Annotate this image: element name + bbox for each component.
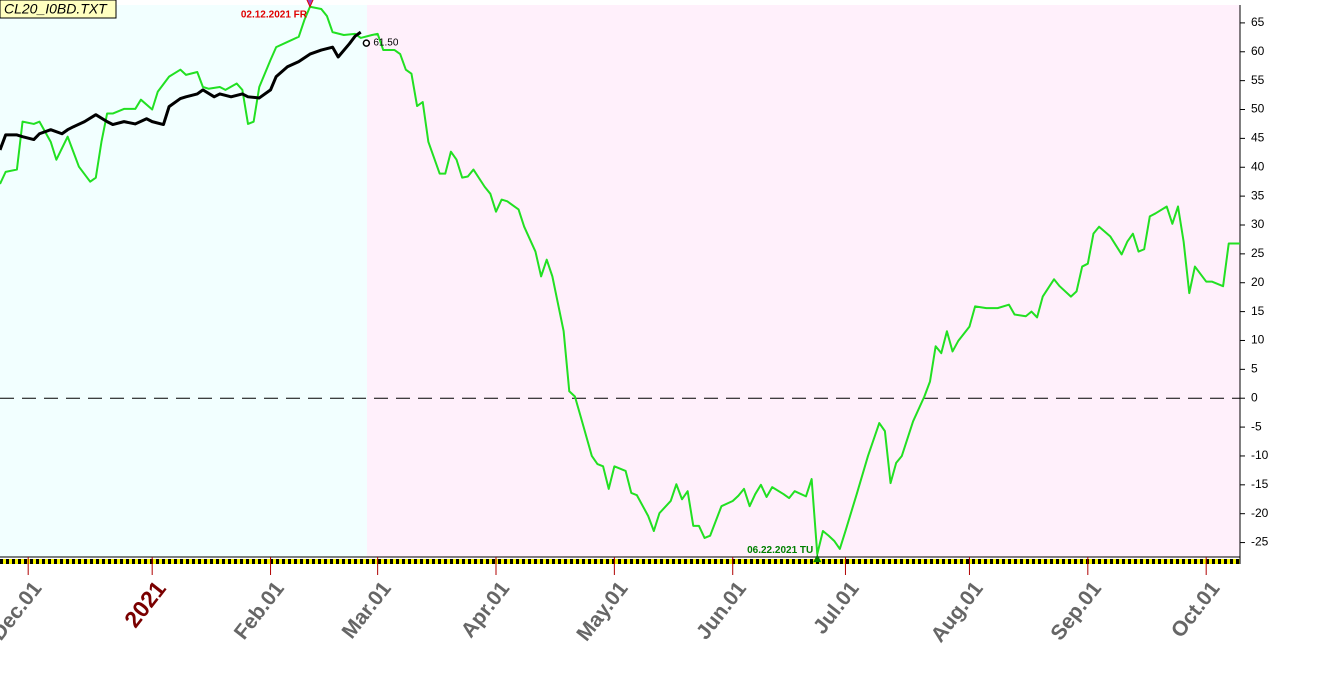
y-tick-label: 50 xyxy=(1251,102,1265,116)
annotation-label: 06.22.2021 TU xyxy=(747,545,813,556)
x-tick-label: Oct.01 xyxy=(1167,577,1225,642)
x-tick-label: 2021 xyxy=(119,576,171,632)
annotation-label: 02.12.2021 FR xyxy=(241,9,308,20)
x-tick-label: Jun.01 xyxy=(692,577,751,644)
y-tick-label: -10 xyxy=(1251,448,1269,462)
y-tick-label: -5 xyxy=(1251,419,1262,433)
y-tick-label: 20 xyxy=(1251,275,1265,289)
chart-title: CL20_I0BD.TXT xyxy=(4,1,108,17)
y-tick-label: 5 xyxy=(1251,362,1258,376)
annotation-marker xyxy=(306,0,314,8)
region-left xyxy=(0,5,367,557)
y-tick-label: -25 xyxy=(1251,535,1269,549)
title-box xyxy=(0,0,117,19)
x-tick-label: Feb.01 xyxy=(230,577,289,644)
annotation-marker xyxy=(813,554,822,563)
annotation-marker xyxy=(362,39,371,47)
y-tick-label: 25 xyxy=(1251,246,1265,260)
x-tick-label: Apr.01 xyxy=(457,577,515,642)
y-tick-label: 15 xyxy=(1251,304,1265,318)
y-tick-label: 30 xyxy=(1251,217,1265,231)
y-tick-label: 0 xyxy=(1251,390,1258,404)
series-line xyxy=(0,30,362,151)
x-tick-label: Aug.01 xyxy=(927,577,988,647)
x-tick-label: Jul.01 xyxy=(809,577,864,638)
y-tick-label: 35 xyxy=(1251,188,1265,202)
y-tick-label: -20 xyxy=(1251,506,1269,520)
y-tick-label: 60 xyxy=(1251,44,1265,58)
x-tick-label: Sep.01 xyxy=(1046,577,1106,645)
x-tick-label: Mar.01 xyxy=(338,577,397,643)
x-tick-label: May.01 xyxy=(572,577,632,645)
plot xyxy=(0,5,1240,556)
annotation-label: 61.50 xyxy=(373,38,398,49)
y-tick-label: 40 xyxy=(1251,159,1265,173)
region-right xyxy=(367,5,1240,557)
y-tick-label: -15 xyxy=(1251,477,1269,491)
y-tick-label: 45 xyxy=(1251,131,1265,145)
y-tick-label: 10 xyxy=(1251,333,1265,347)
date-strip xyxy=(0,559,1240,564)
x-tick-label: Dec.01 xyxy=(0,577,47,645)
y-tick-label: 65 xyxy=(1251,15,1265,29)
y-tick-label: 55 xyxy=(1251,73,1265,87)
series-line xyxy=(0,5,1240,556)
